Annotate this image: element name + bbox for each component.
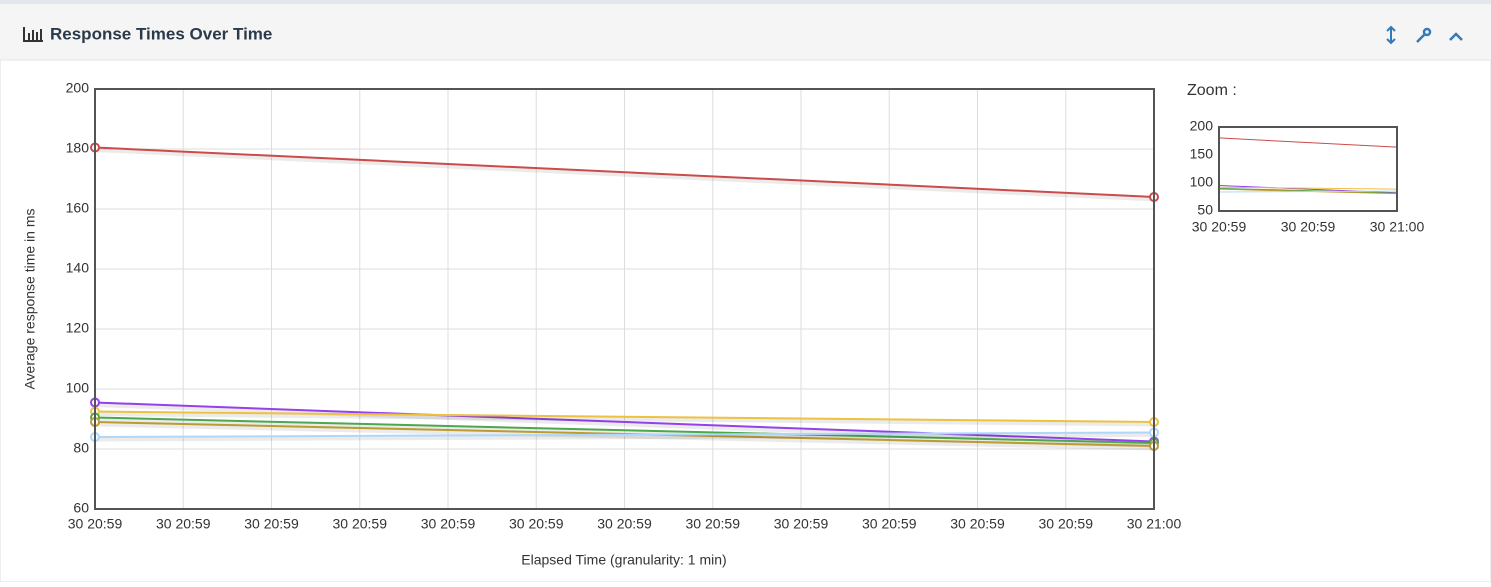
series-line [94, 401, 1155, 443]
x-axis-label: Elapsed Time (granularity: 1 min) [521, 552, 726, 568]
y-tick-label: 180 [66, 140, 90, 156]
plot-frame [1218, 126, 1398, 212]
x-tick-label: 30 20:59 [509, 516, 564, 532]
series-line [1218, 190, 1398, 193]
panel-header [0, 0, 1491, 60]
x-tick-label: 30 20:59 [862, 516, 917, 532]
x-tick-label: 30 20:59 [421, 516, 476, 532]
y-axis-label: Average response time in ms [22, 208, 38, 389]
plot-frame [94, 88, 1155, 510]
line-shadow [94, 147, 1155, 202]
x-tick-label: 30 20:59 [1281, 219, 1336, 235]
x-tick-label: 30 20:59 [244, 516, 299, 532]
chart-icon [23, 27, 43, 42]
series-line [1218, 186, 1398, 190]
y-tick-label: 100 [1190, 174, 1214, 190]
line-shadow [94, 402, 1155, 446]
x-tick-label: 30 20:59 [333, 516, 388, 532]
collapse-button[interactable] [1449, 32, 1463, 41]
x-tick-label: 30 21:00 [1370, 219, 1425, 235]
y-tick-label: 50 [1197, 202, 1213, 218]
line-shadow [94, 432, 1155, 442]
panel-title: Response Times Over Time [50, 24, 272, 43]
series-line [94, 431, 1155, 438]
line-shadow [94, 417, 1155, 448]
y-tick-label: 120 [66, 320, 90, 336]
x-tick-label: 30 20:59 [686, 516, 741, 532]
y-tick-label: 160 [66, 200, 90, 216]
series-line [94, 146, 1155, 198]
x-tick-label: 30 20:59 [156, 516, 211, 532]
series-line [94, 410, 1155, 423]
settings-button[interactable] [1416, 27, 1432, 43]
series-line [1218, 187, 1398, 194]
series-line [94, 416, 1155, 444]
y-tick-label: 200 [1190, 118, 1214, 134]
y-tick-label: 150 [1190, 146, 1214, 162]
x-tick-label: 30 20:59 [68, 516, 123, 532]
zoom-title: Zoom : [1187, 82, 1237, 99]
y-tick-label: 200 [66, 80, 90, 96]
y-tick-label: 60 [73, 500, 89, 516]
line-shadow [94, 421, 1155, 451]
x-tick-label: 30 20:59 [774, 516, 829, 532]
line-shadow [94, 411, 1155, 427]
x-tick-label: 30 20:59 [950, 516, 1005, 532]
resize-button[interactable] [1386, 25, 1396, 45]
header-top-border [0, 0, 1491, 4]
x-tick-label: 30 20:59 [1039, 516, 1094, 532]
x-tick-label: 30 21:00 [1127, 516, 1182, 532]
x-tick-label: 30 20:59 [1192, 219, 1247, 235]
y-tick-label: 100 [66, 380, 90, 396]
series-line [1218, 137, 1398, 148]
y-tick-label: 140 [66, 260, 90, 276]
y-tick-label: 80 [73, 440, 89, 456]
x-tick-label: 30 20:59 [597, 516, 652, 532]
